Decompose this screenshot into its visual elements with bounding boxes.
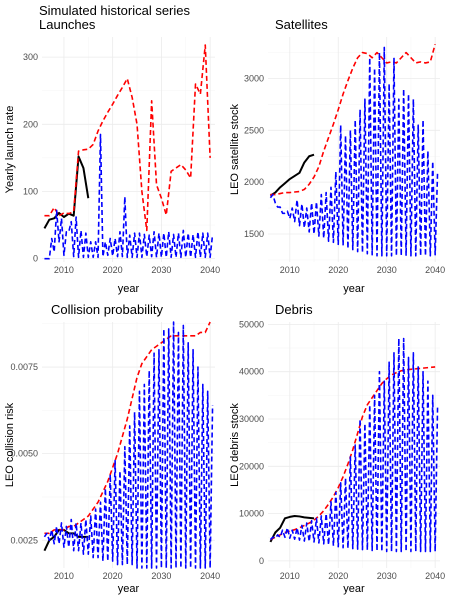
y-tick-label: 20000 <box>239 461 264 471</box>
y-tick-label: 40000 <box>239 367 264 377</box>
y-tick-label: 0.0050 <box>10 449 38 459</box>
x-axis-label: year <box>343 283 365 295</box>
x-tick-label: 2020 <box>328 571 348 581</box>
x-tick-label: 2040 <box>200 571 220 581</box>
panel-title: Launches <box>39 17 96 32</box>
y-tick-label: 10000 <box>239 509 264 519</box>
series-optimal-line <box>44 44 211 232</box>
y-tick-label: 200 <box>23 119 38 129</box>
y-tick-label: 2500 <box>244 125 264 135</box>
x-tick-label: 2010 <box>280 265 300 275</box>
panel-collision: 2010 2020 2030 2040 0.0025 0.0050 0.0075 Collis… <box>4 302 220 595</box>
x-axis-label: year <box>118 283 140 295</box>
x-tick-label: 2030 <box>377 265 397 275</box>
x-tick-label: 2010 <box>54 265 74 275</box>
panel-satellites: 2010 2020 2030 2040 1500 2000 2500 3000 Satellit… <box>229 17 445 295</box>
y-axis-label: Yearly launch rate <box>4 106 16 194</box>
y-tick-label: 0.0075 <box>10 362 38 372</box>
x-tick-label: 2040 <box>425 265 445 275</box>
y-tick-label: 1500 <box>244 229 264 239</box>
y-axis-label: LEO debris stock <box>229 403 241 487</box>
series-optimal-line <box>44 321 211 535</box>
data-layer <box>269 337 439 553</box>
x-tick-label: 2030 <box>151 265 171 275</box>
data-layer <box>43 321 214 569</box>
series-optimal-line <box>270 44 436 196</box>
y-tick-label: 50000 <box>239 319 264 329</box>
data-layer <box>269 44 439 257</box>
y-tick-label: 100 <box>23 186 38 196</box>
y-tick-label: 3000 <box>244 73 264 83</box>
x-axis-label: year <box>118 583 140 595</box>
series-historical-line <box>43 155 90 229</box>
panel-title: Satellites <box>275 17 328 32</box>
x-tick-label: 2040 <box>425 571 445 581</box>
x-tick-label: 2010 <box>280 571 300 581</box>
y-tick-label: 0 <box>33 254 38 264</box>
x-tick-label: 2020 <box>103 265 123 275</box>
panels-group: 2010 2020 2030 2040 0 100 200 300 Launches year Ye… <box>4 17 445 595</box>
x-tick-label: 2030 <box>151 571 171 581</box>
panel-launches: 2010 2020 2030 2040 0 100 200 300 Launches year Ye… <box>4 17 220 295</box>
series-sim-line <box>269 337 439 553</box>
series-sim-line <box>44 133 214 260</box>
x-tick-label: 2020 <box>328 265 348 275</box>
figure-title: Simulated historical series <box>39 3 191 18</box>
y-tick-label: 0 <box>259 556 264 566</box>
y-axis-label: LEO collision risk <box>4 402 16 487</box>
panel-title: Debris <box>275 302 313 317</box>
series-sim-line <box>43 321 214 569</box>
x-tick-label: 2010 <box>54 571 74 581</box>
panel-title: Collision probability <box>51 302 163 317</box>
panel-debris: 2010 2020 2030 2040 0 10000 20000 30000 40000 500… <box>229 302 445 595</box>
y-tick-label: 300 <box>23 52 38 62</box>
y-tick-label: 30000 <box>239 414 264 424</box>
x-tick-label: 2040 <box>200 265 220 275</box>
x-tick-label: 2020 <box>103 571 123 581</box>
y-axis-label: LEO satellite stock <box>229 103 241 195</box>
series-sim-line <box>269 46 439 257</box>
x-axis-label: year <box>343 583 365 595</box>
y-tick-label: 0.0025 <box>10 535 38 545</box>
x-tick-label: 2030 <box>377 571 397 581</box>
series-historical-line <box>269 153 315 197</box>
y-tick-label: 2000 <box>244 177 264 187</box>
series-historical-line <box>269 514 315 543</box>
data-layer <box>43 44 214 260</box>
